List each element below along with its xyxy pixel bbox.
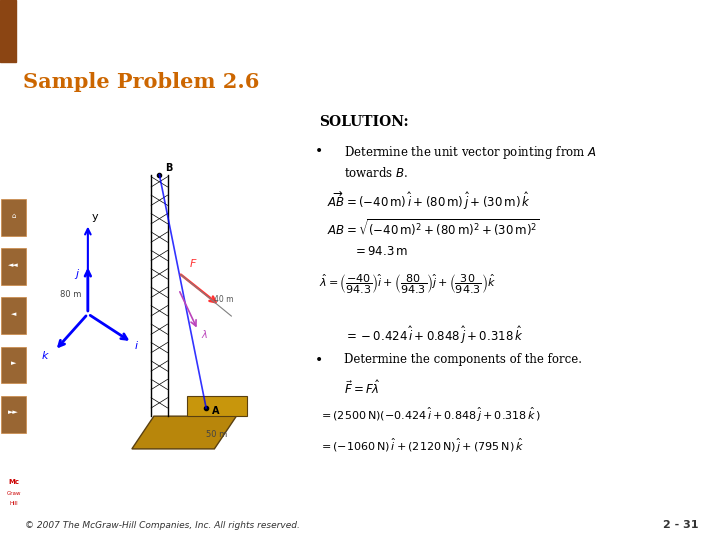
Text: ◄◄: ◄◄ [9,262,19,268]
Text: $= (2500\,\mathrm{N})(-0.424\,\hat{i} + 0.848\,\hat{j} + 0.318\,\hat{k}\,)$: $= (2500\,\mathrm{N})(-0.424\,\hat{i} + … [319,406,541,424]
Polygon shape [132,416,236,449]
Text: i: i [135,341,138,350]
Text: F: F [189,259,196,269]
Text: 40 m: 40 m [215,294,234,303]
Text: ►: ► [11,360,17,366]
Bar [1,396,26,433]
Text: Graw: Graw [6,491,21,496]
Text: Mc: Mc [8,479,19,485]
Text: $AB = \sqrt{(-40\,\mathrm{m})^2 + (80\,\mathrm{m})^2 + (30\,\mathrm{m})^2}$: $AB = \sqrt{(-40\,\mathrm{m})^2 + (80\,\… [328,218,541,239]
Text: Hill: Hill [9,501,18,505]
Text: A: A [212,406,219,416]
Text: $= 94.3\,\mathrm{m}$: $= 94.3\,\mathrm{m}$ [353,245,408,258]
Text: SOLUTION:: SOLUTION: [319,116,409,129]
Text: $= (-1060\,\mathrm{N})\,\hat{i} + (2120\,\mathrm{N})\,\hat{j} + (795\,\mathrm{N}: $= (-1060\,\mathrm{N})\,\hat{i} + (2120\… [319,437,524,455]
Polygon shape [187,396,248,416]
Text: 2 - 31: 2 - 31 [663,520,698,530]
Text: © 2007 The McGraw-Hill Companies, Inc. All rights reserved.: © 2007 The McGraw-Hill Companies, Inc. A… [25,521,300,530]
Text: •: • [315,353,323,367]
Text: 50 m: 50 m [206,430,228,438]
Text: Determine the components of the force.: Determine the components of the force. [344,353,582,366]
Bar [0,0,16,62]
Text: Determine the unit vector pointing from $A$: Determine the unit vector pointing from … [344,144,597,161]
Bar [1,199,26,236]
Text: $\hat{\lambda} = \left(\dfrac{-40}{94.3}\right)\hat{i} + \left(\dfrac{80}{94.3}\: $\hat{\lambda} = \left(\dfrac{-40}{94.3}… [319,273,496,296]
Text: ►►: ►► [9,409,19,415]
Text: 80 m: 80 m [60,291,82,300]
Text: •: • [315,144,323,158]
Text: $\vec{F} = F\hat{\lambda}$: $\vec{F} = F\hat{\lambda}$ [344,379,380,397]
Text: ⌂: ⌂ [12,213,16,219]
Bar [1,347,26,383]
Bar [1,298,26,334]
Text: y: y [92,212,99,222]
Text: B: B [165,163,172,173]
Text: Sample Problem 2.6: Sample Problem 2.6 [23,71,259,92]
Text: ◄: ◄ [11,311,17,317]
Text: $= -0.424\,\hat{i} + 0.848\,\hat{j} + 0.318\,\hat{k}$: $= -0.424\,\hat{i} + 0.848\,\hat{j} + 0.… [344,324,524,346]
Text: j: j [76,269,78,279]
Text: $\overrightarrow{AB} = (-40\,\mathrm{m})\,\hat{i} + (80\,\mathrm{m})\,\hat{j} + : $\overrightarrow{AB} = (-40\,\mathrm{m})… [328,189,531,212]
Text: Vector Mechanics for Engineers: Statics: Vector Mechanics for Engineers: Statics [23,17,616,42]
Bar [1,248,26,285]
Text: k: k [41,351,48,361]
Text: towards $B$.: towards $B$. [344,166,409,180]
Text: $\lambda$: $\lambda$ [201,328,208,340]
